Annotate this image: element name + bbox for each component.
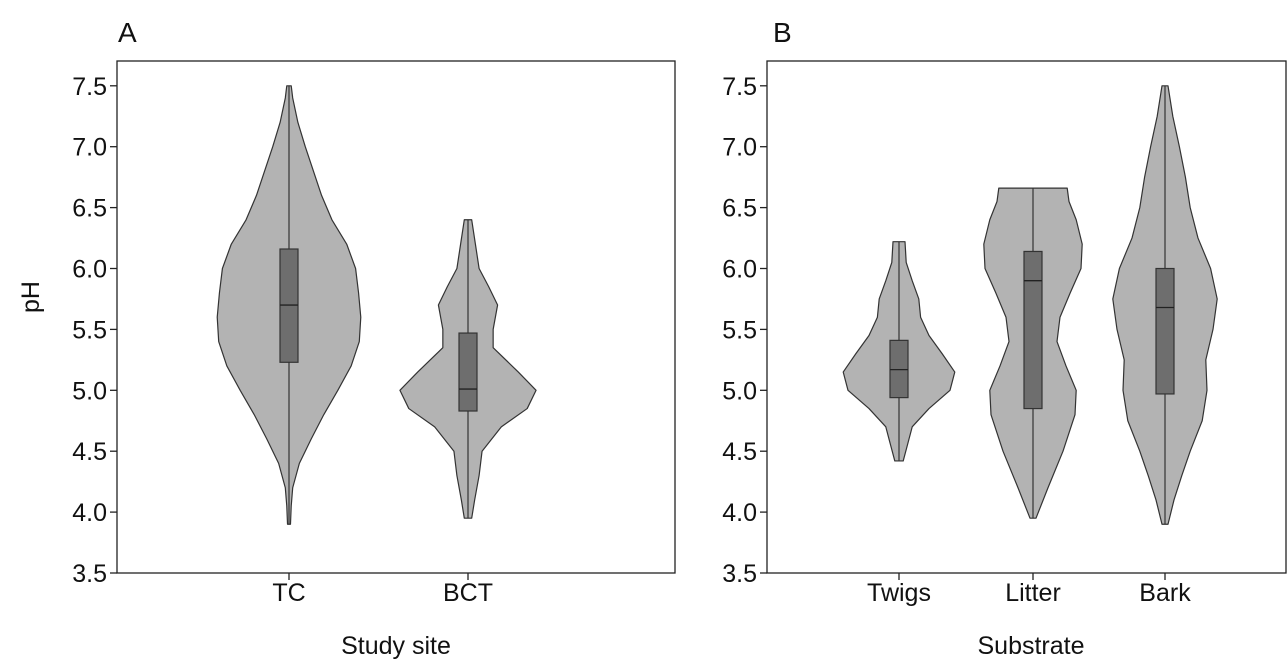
- y-tick-label: 7.5: [722, 73, 757, 101]
- y-tick-label: 4.5: [72, 438, 107, 466]
- y-tick-label: 6.0: [722, 256, 757, 284]
- x-axis-title-a: Study site: [341, 632, 451, 660]
- iqr-box-bct: [458, 332, 478, 412]
- iqr-box-bark: [1155, 267, 1175, 395]
- y-tick-label: 7.0: [722, 134, 757, 162]
- y-tick-label: 3.5: [722, 560, 757, 588]
- y-axis-title-a: pH: [17, 281, 45, 313]
- violins-b: [842, 85, 1218, 525]
- y-tick-label: 6.5: [722, 195, 757, 223]
- y-axis-b: 3.5 4.0 4.5 5.0 5.5 6.0 6.5 7.0 7.5: [722, 73, 767, 588]
- x-axis-a: TC BCT: [272, 573, 493, 607]
- panel-b: B 3.5 4.0 4.5 5.0 5.5 6.0 6.5 7.0 7.5 Twigs Litte…: [722, 17, 1287, 660]
- y-tick-label: 5.0: [722, 377, 757, 405]
- plot-frame-a: [116, 60, 676, 574]
- x-axis-title-b: Substrate: [977, 632, 1084, 660]
- x-tick-label-bark: Bark: [1139, 579, 1191, 607]
- y-tick-label: 7.0: [72, 134, 107, 162]
- x-tick-label-tc: TC: [272, 579, 305, 607]
- x-tick-label-bct: BCT: [443, 579, 493, 607]
- x-axis-b: Twigs Litter Bark: [867, 573, 1191, 607]
- y-tick-label: 6.5: [72, 195, 107, 223]
- violins-a: [216, 85, 537, 525]
- y-tick-label: 5.0: [72, 377, 107, 405]
- x-tick-label-litter: Litter: [1005, 579, 1061, 607]
- y-tick-label: 5.5: [722, 316, 757, 344]
- y-tick-label: 5.5: [72, 316, 107, 344]
- y-axis-a: 3.5 4.0 4.5 5.0 5.5 6.0 6.5 7.0 7.5: [72, 73, 117, 588]
- iqr-box-litter: [1023, 250, 1043, 410]
- y-tick-label: 4.0: [72, 499, 107, 527]
- x-tick-label-twigs: Twigs: [867, 579, 931, 607]
- y-tick-label: 4.5: [722, 438, 757, 466]
- y-tick-label: 7.5: [72, 73, 107, 101]
- y-tick-label: 6.0: [72, 256, 107, 284]
- panel-letter-a: A: [118, 17, 137, 48]
- y-tick-label: 3.5: [72, 560, 107, 588]
- panel-letter-b: B: [773, 17, 792, 48]
- y-tick-label: 4.0: [722, 499, 757, 527]
- panel-a: A 3.5 4.0 4.5 5.0 5.5 6.0 6.5 7.0 7.5 TC BCT Stud…: [17, 17, 676, 660]
